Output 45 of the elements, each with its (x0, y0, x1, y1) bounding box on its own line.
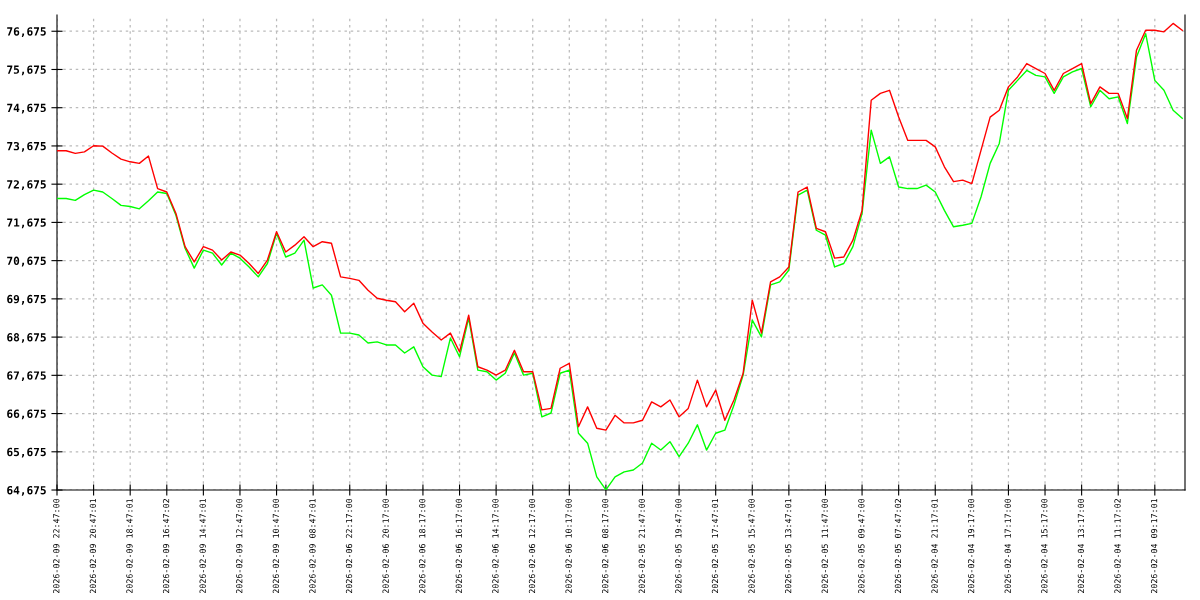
y-tick-label: 69,675 (7, 294, 46, 305)
x-tick-label: 2026-02-04 21:17:01 (931, 498, 938, 594)
x-tick-label: 2026-02-04 09:17:01 (1150, 498, 1158, 594)
x-tick-label: 2026-02-04 13:17:00 (1077, 498, 1085, 594)
y-tick-label: 65,675 (7, 447, 46, 458)
x-tick-label: 2026-02-05 17:47:01 (711, 498, 719, 594)
y-tick-label: 64,675 (7, 486, 46, 496)
y-tick-label: 67,675 (7, 371, 46, 382)
x-tick-label: 2026-02-05 19:47:00 (675, 498, 682, 594)
y-tick-label: 74,675 (7, 103, 46, 114)
x-tick-label: 2026-02-05 15:47:00 (748, 498, 755, 594)
x-tick-label: 2026-02-05 13:47:01 (785, 498, 792, 594)
x-tick-label: 2026-02-06 22:17:00 (345, 498, 353, 594)
x-tick-label: 2026-02-06 08:17:00 (602, 498, 609, 594)
x-tick-label: 2026-02-06 12:17:00 (528, 498, 536, 594)
y-tick-label: 73,675 (7, 141, 46, 152)
y-tick-label: 68,675 (7, 333, 46, 343)
y-tick-label: 75,675 (7, 65, 46, 76)
x-tick-label: 2026-02-09 18:47:01 (126, 498, 133, 594)
x-tick-label: 2026-02-04 17:17:00 (1004, 498, 1011, 594)
x-tick-label: 2026-02-04 15:17:00 (1041, 498, 1048, 594)
y-tick-label: 71,675 (7, 218, 46, 229)
x-tick-label: 2026-02-06 18:17:00 (419, 498, 426, 594)
x-tick-label: 2026-02-09 16:47:02 (162, 499, 170, 594)
y-tick-label: 70,675 (7, 256, 46, 267)
x-tick-label: 2026-02-09 10:47:00 (272, 498, 279, 594)
x-tick-label: 2026-02-06 16:17:00 (455, 498, 462, 594)
x-tick-label: 2026-02-06 14:17:00 (492, 498, 499, 594)
x-tick-label: 2026-02-04 19:17:00 (967, 498, 975, 594)
x-tick-label: 2026-02-05 09:47:00 (858, 498, 865, 594)
y-tick-label: 66,675 (7, 409, 46, 420)
x-tick-label: 2026-02-05 11:47:00 (821, 498, 828, 594)
x-tick-label: 2026-02-05 07:47:02 (894, 499, 902, 594)
x-tick-label: 2026-02-09 08:47:01 (309, 498, 316, 594)
y-tick-label: 72,675 (7, 180, 46, 190)
y-tick-label: 76,675 (7, 27, 46, 38)
x-tick-label: 2026-02-06 10:17:00 (565, 498, 572, 594)
x-tick-label: 2026-02-09 12:47:00 (236, 498, 243, 594)
x-tick-label: 2026-02-09 14:47:01 (199, 498, 206, 594)
x-tick-label: 2026-02-06 20:17:00 (382, 498, 389, 594)
line-series (57, 22, 1183, 431)
x-tick-label: 2026-02-09 20:47:01 (89, 498, 97, 594)
x-tick-label: 2026-02-04 11:17:02 (1114, 499, 1121, 594)
x-tick-label: 2026-02-09 22:47:00 (53, 498, 60, 594)
x-tick-label: 2026-02-05 21:47:00 (638, 498, 645, 594)
